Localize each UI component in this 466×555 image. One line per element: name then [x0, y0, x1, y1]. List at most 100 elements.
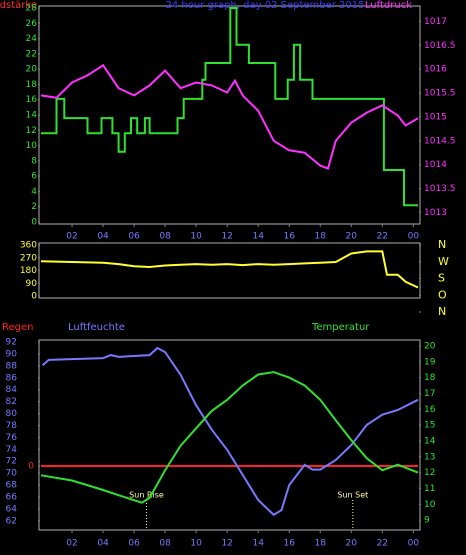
y-tick-label: 76	[6, 433, 18, 443]
x-tick-label: 06	[128, 232, 140, 242]
x-tick-label: 16	[284, 539, 296, 549]
y2-tick-label: 14	[424, 436, 436, 446]
y-tick-label: 6	[31, 172, 37, 182]
x-tick-label: 04	[97, 539, 109, 549]
y2-tick-label: 13	[424, 452, 435, 462]
x-tick-label: 22	[377, 539, 388, 549]
y2-tick-label: 1013.5	[424, 184, 456, 194]
y-tick-label: 88	[6, 361, 18, 371]
x-tick-label: 02	[66, 232, 77, 242]
y-tick-label: 70	[6, 469, 18, 479]
series-label: Luftfeuchte	[68, 322, 125, 333]
series-label: Temperatur	[311, 322, 370, 333]
y2-tick-label: 16	[424, 405, 436, 415]
y-tick-label: 80	[6, 409, 18, 419]
y-tick-label: 92	[6, 338, 17, 348]
series-line	[41, 7, 418, 207]
y-tick-label: 10	[26, 141, 38, 151]
series-label: Regen	[2, 322, 34, 333]
y-tick-label: 18	[26, 80, 38, 90]
y2-tick-label: S	[438, 272, 445, 285]
y2-tick-label: W	[438, 255, 449, 268]
x-tick-label: 20	[346, 539, 358, 549]
y3-tick-label: 0	[28, 462, 34, 472]
annotation: Sun Set	[337, 491, 368, 500]
y-tick-label: 360	[20, 241, 37, 251]
annotation: Sun Rise	[129, 491, 164, 500]
y-tick-label: 74	[6, 445, 18, 455]
y-tick-label: 64	[6, 504, 18, 514]
y-tick-label: 72	[6, 457, 17, 467]
x-tick-label: 00	[408, 539, 420, 549]
series-line	[40, 250, 419, 289]
x-tick-label: 10	[190, 232, 202, 242]
y-tick-label: 66	[6, 493, 18, 503]
y2-tick-label: 20	[424, 341, 436, 351]
y-tick-label: 180	[20, 266, 37, 276]
y-tick-label: 78	[6, 421, 18, 431]
y2-tick-label: 1016	[424, 65, 447, 75]
y-tick-label: 12	[26, 126, 37, 136]
series-label: Luftdruck	[365, 0, 412, 11]
y-tick-label: 26	[26, 19, 38, 29]
x-tick-label: 14	[252, 232, 264, 242]
x-tick-label: 02	[66, 539, 77, 549]
y-tick-label: 24	[26, 34, 38, 44]
y2-tick-label: 11	[424, 484, 435, 494]
y-tick-label: 14	[26, 111, 38, 121]
x-tick-label: 18	[315, 232, 327, 242]
y-tick-label: 82	[6, 397, 17, 407]
y2-tick-label: 15	[424, 421, 435, 431]
x-tick-label: 14	[252, 539, 264, 549]
y2-tick-label: 19	[424, 357, 436, 367]
x-tick-label: 00	[408, 232, 420, 242]
series-line	[41, 346, 419, 517]
x-tick-label: 08	[159, 539, 171, 549]
series-label: Windstärke	[0, 0, 37, 11]
y-tick-label: 86	[6, 373, 18, 383]
y-tick-label: 20	[26, 65, 38, 75]
x-tick-label: 06	[128, 539, 140, 549]
x-tick-label: 04	[97, 232, 109, 242]
x-tick-label: 16	[284, 232, 296, 242]
x-tick-label: 12	[221, 232, 232, 242]
y2-tick-label: O	[438, 288, 447, 301]
chart-title: 24 hour graph, day 02 September 2015	[166, 0, 365, 11]
y2-tick-label: 10	[424, 500, 436, 510]
y-tick-label: 8	[31, 156, 37, 166]
y2-tick-label: 1015.5	[424, 89, 456, 99]
y2-tick-label: 1014.5	[424, 136, 456, 146]
y-tick-label: 0	[31, 218, 37, 228]
y2-tick-label: 12	[424, 468, 435, 478]
y-tick-label: 0	[31, 292, 37, 302]
y-tick-label: 90	[26, 279, 38, 289]
y-tick-label: 28	[26, 4, 38, 14]
x-tick-label: 12	[221, 539, 232, 549]
x-tick-label: 10	[190, 539, 202, 549]
y-tick-label: 2	[31, 202, 37, 212]
y2-tick-label: 1014	[424, 160, 447, 170]
series-line	[40, 63, 419, 170]
y-tick-label: 16	[26, 95, 38, 105]
y-tick-label: 62	[6, 516, 17, 526]
series-line	[40, 371, 419, 504]
y2-tick-label: 1017	[424, 17, 447, 27]
y2-tick-label: 1016.5	[424, 41, 456, 51]
y2-tick-label: 18	[424, 373, 436, 383]
y2-tick-label: N	[438, 238, 446, 251]
x-tick-label: 22	[377, 232, 388, 242]
y-tick-label: 270	[20, 253, 37, 263]
y2-tick-label: 1015	[424, 112, 447, 122]
x-tick-label: 08	[159, 232, 171, 242]
x-tick-label: 18	[315, 539, 327, 549]
plot-frame	[38, 339, 421, 531]
y2-tick-label: N	[438, 305, 446, 318]
y-tick-label: 90	[6, 349, 18, 359]
y-tick-label: 84	[6, 385, 18, 395]
y2-tick-label: 1013	[424, 208, 447, 218]
y2-tick-label: 17	[424, 389, 435, 399]
y-tick-label: 4	[31, 187, 37, 197]
y-tick-label: 22	[26, 49, 37, 59]
y2-tick-label: 9	[424, 516, 430, 526]
